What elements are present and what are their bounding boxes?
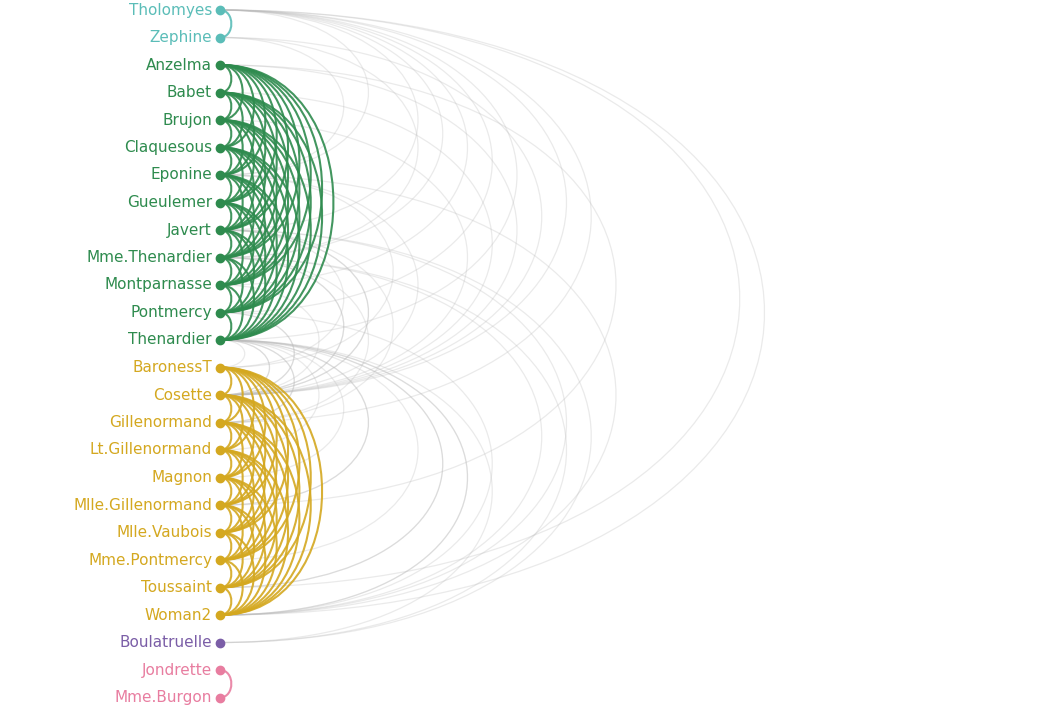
- Text: Cosette: Cosette: [153, 388, 212, 402]
- Text: Jondrette: Jondrette: [142, 663, 212, 677]
- Text: Brujon: Brujon: [163, 113, 212, 128]
- Text: Mme.Pontmercy: Mme.Pontmercy: [88, 552, 212, 568]
- Text: Magnon: Magnon: [151, 470, 212, 485]
- Text: Gueulemer: Gueulemer: [127, 195, 212, 210]
- Text: Thenardier: Thenardier: [128, 333, 212, 348]
- Text: Tholomyes: Tholomyes: [128, 2, 212, 17]
- Text: Toussaint: Toussaint: [141, 580, 212, 595]
- Text: Eponine: Eponine: [150, 168, 212, 182]
- Text: Babet: Babet: [167, 85, 212, 100]
- Text: Montparnasse: Montparnasse: [104, 277, 212, 293]
- Text: Woman2: Woman2: [145, 608, 212, 622]
- Text: Claquesous: Claquesous: [124, 140, 212, 155]
- Text: Mme.Burgon: Mme.Burgon: [115, 690, 212, 705]
- Text: Gillenormand: Gillenormand: [109, 415, 212, 430]
- Text: Javert: Javert: [168, 222, 212, 237]
- Text: Mlle.Gillenormand: Mlle.Gillenormand: [73, 497, 212, 513]
- Text: Boulatruelle: Boulatruelle: [120, 635, 212, 650]
- Text: Lt.Gillenormand: Lt.Gillenormand: [90, 443, 212, 457]
- Text: BaronessT: BaronessT: [132, 360, 212, 375]
- Text: Mlle.Vaubois: Mlle.Vaubois: [117, 525, 212, 540]
- Text: Zephine: Zephine: [149, 30, 212, 45]
- Text: Anzelma: Anzelma: [146, 57, 212, 73]
- Text: Mme.Thenardier: Mme.Thenardier: [86, 250, 212, 265]
- Text: Pontmercy: Pontmercy: [130, 305, 212, 320]
